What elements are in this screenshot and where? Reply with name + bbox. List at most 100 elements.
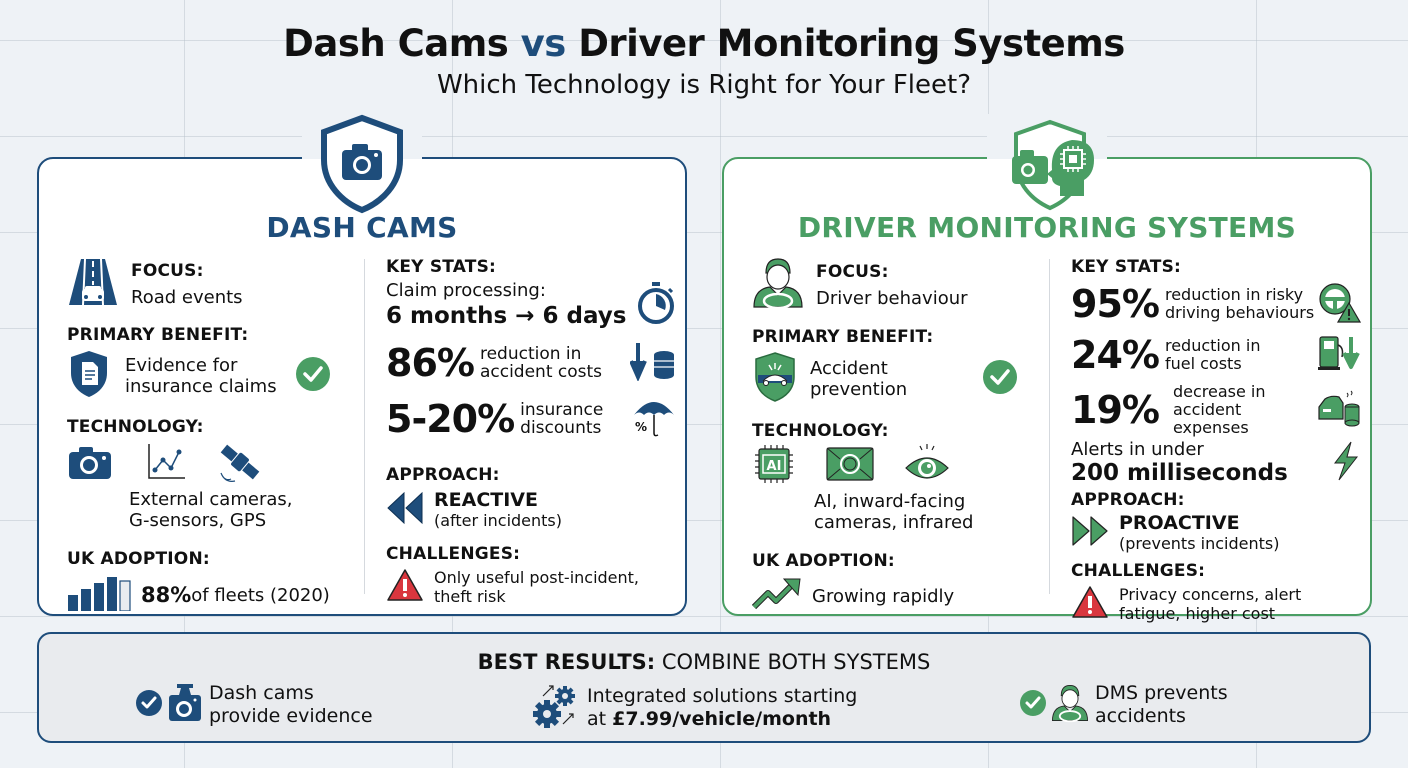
satellite-icon [217, 441, 263, 487]
shield-document-icon [67, 349, 111, 403]
umbrella-percent-icon: % [632, 395, 676, 443]
technology-icons [67, 441, 357, 487]
key-stats-label: KEY STATS: [1071, 257, 1182, 277]
stat-desc-line2: accident expenses [1172, 400, 1249, 437]
focus-section: FOCUS: Driver behaviour [752, 257, 1042, 313]
challenges-label: CHALLENGES: [386, 544, 521, 564]
check-circle-icon [295, 356, 331, 396]
claim-processing-stat: Claim processing: 6 months → 6 days [386, 280, 676, 329]
dash-cams-right-column: KEY STATS: Claim processing: 6 months → … [386, 257, 676, 606]
alert-value: 200 milliseconds [1071, 460, 1288, 486]
stat-value: 24% [1071, 333, 1160, 377]
approach-section: PROACTIVE (prevents incidents) [1071, 512, 1361, 553]
approach-label: APPROACH: [386, 465, 500, 485]
claim-processing-label: Claim processing: [386, 280, 546, 301]
technology-icons: AI [752, 443, 1042, 489]
item-text: DMS prevents accidents [1095, 682, 1228, 727]
primary-benefit-section: Evidence for insurance claims [67, 349, 357, 403]
stat-desc-line2: discounts [520, 418, 602, 438]
dash-cams-title: DASH CAMS [266, 211, 458, 244]
down-arrow-coins-icon [629, 341, 676, 385]
warning-triangle-icon [386, 568, 424, 606]
stat-desc-line2: accident costs [479, 362, 603, 382]
driver-icon [1051, 682, 1089, 728]
approach-value: REACTIVE [434, 489, 538, 511]
approach-section: REACTIVE (after incidents) [386, 489, 676, 530]
primary-benefit-line1: Accident [810, 358, 888, 379]
dms-panel: DRIVER MONITORING SYSTEMS FOCUS: Driver … [722, 114, 1372, 623]
dms-left-column: FOCUS: Driver behaviour PRIMARY BENEFIT:… [751, 257, 1042, 615]
infrared-eye-icon [904, 444, 950, 488]
focus-label: FOCUS: [131, 260, 204, 281]
item-text: Integrated solutions starting at £7.99/ve… [587, 685, 858, 730]
camera-icon [67, 444, 113, 484]
approach-note: (after incidents) [434, 511, 562, 530]
page-title: Dash Cams vs Driver Monitoring Systems [283, 22, 1125, 65]
item-text: Dash cams provide evidence [209, 682, 373, 727]
svg-text:%: % [635, 420, 647, 434]
primary-benefit-line1: Evidence for [125, 355, 238, 376]
shield-camera-ai-head-icon [987, 114, 1107, 214]
focus-value: Driver behaviour [816, 287, 968, 309]
dms-right-column: KEY STATS: 95% reduction in risky driving… [1071, 257, 1362, 623]
stat-row: 5-20% insurance discounts % [386, 395, 676, 443]
uk-adoption-label: UK ADOPTION: [67, 549, 210, 569]
bar-chart-icon [67, 575, 133, 615]
technology-label: TECHNOLOGY: [752, 421, 889, 441]
stat-row: 86% reduction in accident costs [386, 341, 676, 385]
stat-desc-line2: driving behaviours [1164, 303, 1315, 322]
focus-value: Road events [131, 286, 243, 308]
stat-row: 24% reduction in fuel costs [1071, 335, 1361, 375]
technology-line2: G-sensors, GPS [129, 510, 267, 531]
stat-value: 86% [386, 341, 475, 385]
shield-camera-icon [302, 114, 422, 214]
dms-prevents-item: DMS prevents accidents [1019, 682, 1228, 728]
steering-warning-icon [1317, 281, 1362, 327]
stat-desc-line1: insurance [520, 400, 604, 420]
best-results-title: BEST RESULTS: COMBINE BOTH SYSTEMS [477, 650, 931, 674]
approach-value: PROACTIVE [1119, 512, 1240, 534]
uk-adoption-label: UK ADOPTION: [752, 551, 895, 571]
check-circle-icon [135, 689, 163, 721]
vs-highlight: vs [520, 22, 567, 65]
shield-car-icon [752, 351, 798, 407]
challenges-section: Only useful post-incident, theft risk [386, 568, 676, 606]
key-stats-label: KEY STATS: [386, 257, 497, 277]
uk-adoption-section: Growing rapidly [751, 577, 1042, 615]
column-divider [364, 259, 365, 594]
page-subtitle: Which Technology is Right for Your Fleet… [436, 70, 972, 100]
inward-camera-icon [826, 447, 874, 485]
price-highlight: £7.99/vehicle/month [612, 708, 832, 730]
technology-line1: AI, inward-facing [814, 491, 966, 512]
check-circle-icon [982, 359, 1018, 399]
sensor-graph-icon [143, 442, 187, 486]
primary-benefit-line2: prevention [810, 379, 908, 400]
fuel-down-icon [1317, 335, 1361, 375]
challenges-label: CHALLENGES: [1071, 561, 1206, 581]
focus-section: FOCUS: Road events [67, 257, 357, 311]
ai-chip-icon: AI [752, 443, 796, 489]
technology-line1: External cameras, [129, 489, 293, 510]
svg-text:AI: AI [767, 459, 782, 474]
primary-benefit-line2: insurance claims [125, 376, 277, 397]
uk-adoption-value: Growing rapidly [812, 585, 955, 607]
crash-coins-icon [1317, 389, 1361, 431]
challenges-line2: fatigue, higher cost [1119, 604, 1276, 623]
stat-desc-line1: reduction in [1164, 336, 1261, 355]
primary-benefit-label: PRIMARY BENEFIT: [67, 325, 249, 345]
column-divider [1049, 259, 1050, 594]
stat-desc-line2: fuel costs [1164, 354, 1242, 373]
dash-cams-evidence-item: Dash cams provide evidence [135, 682, 373, 728]
stat-desc-line1: reduction in risky [1164, 285, 1304, 304]
dash-cams-panel: DASH CAMS FOCUS: Road events PRIMARY BEN… [37, 114, 687, 616]
technology-label: TECHNOLOGY: [67, 417, 204, 437]
stat-row: 95% reduction in risky driving behaviours [1071, 281, 1362, 327]
stat-row: 19% decrease in accident expenses [1071, 383, 1361, 437]
primary-benefit-label: PRIMARY BENEFIT: [752, 327, 934, 347]
technology-line2: cameras, infrared [814, 512, 974, 533]
integrated-solutions-item: Integrated solutions starting at £7.99/ve… [529, 682, 857, 734]
fast-forward-icon [1071, 515, 1109, 551]
challenges-line1: Privacy concerns, alert [1119, 585, 1302, 604]
dash-cams-left-column: FOCUS: Road events PRIMARY BENEFIT: Evid… [67, 257, 357, 615]
challenges-line1: Only useful post-incident, [434, 568, 640, 587]
